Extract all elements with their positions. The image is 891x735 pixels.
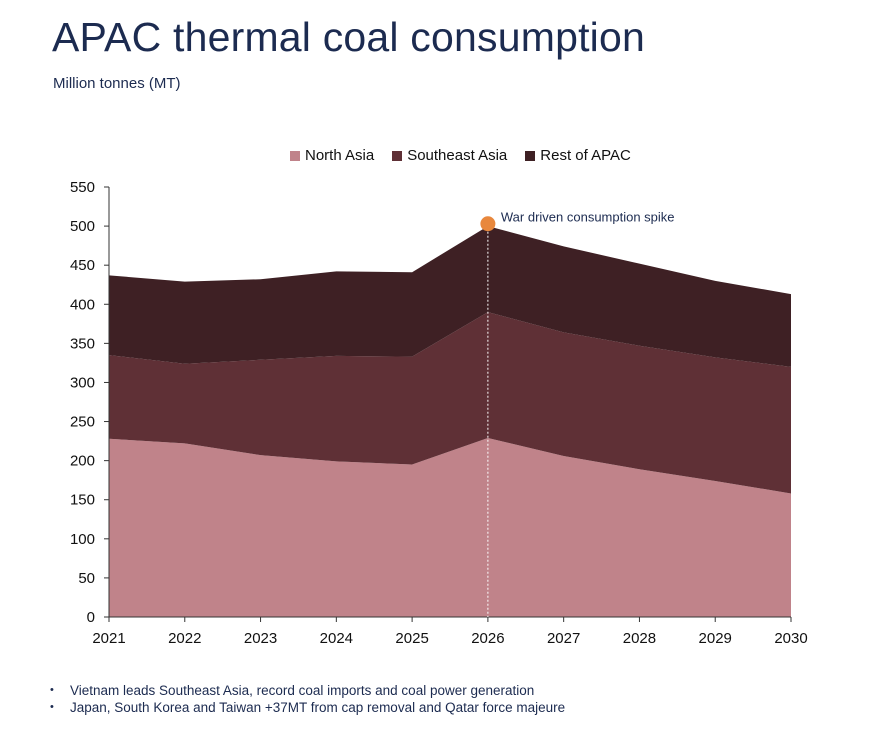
bullet-icon: • [50, 701, 54, 713]
legend-swatch-southeast-asia [392, 150, 403, 161]
area-southeast-asia [109, 312, 791, 494]
x-tick-label: 2022 [168, 630, 201, 647]
x-tick-label: 2030 [774, 630, 807, 647]
legend-item-southeast-asia: Southeast Asia [392, 147, 507, 164]
bullet-icon: • [50, 684, 54, 696]
x-tick-label: 2027 [547, 630, 580, 647]
chart-title: APAC thermal coal consumption [52, 14, 645, 60]
legend-swatch-north-asia [290, 150, 300, 161]
y-tick-label: 500 [70, 218, 95, 235]
legend-item-rest-of-apac: Rest of APAC [525, 147, 631, 164]
legend-label-rest-of-apac: Rest of APAC [540, 147, 631, 164]
annotation-label: War driven consumption spike [501, 210, 675, 225]
y-tick-label: 300 [70, 374, 95, 391]
footnotes: • Vietnam leads Southeast Asia, record c… [50, 682, 565, 716]
y-tick-label: 350 [70, 335, 95, 352]
area-rest-of-apac [109, 226, 791, 367]
chart-areas [109, 226, 791, 617]
footnote-text: Vietnam leads Southeast Asia, record coa… [70, 683, 535, 698]
area-north-asia [109, 437, 791, 617]
x-tick-label: 2024 [320, 630, 353, 647]
y-tick-label: 250 [70, 414, 95, 431]
x-tick-label: 2021 [92, 630, 125, 647]
y-tick-label: 150 [70, 492, 95, 509]
x-tick-label: 2028 [623, 630, 656, 647]
footnote-item: • Vietnam leads Southeast Asia, record c… [50, 682, 565, 699]
chart-annotation: War driven consumption spike [480, 210, 675, 617]
y-tick-label: 0 [87, 609, 95, 626]
footnote-item: • Japan, South Korea and Taiwan +37MT fr… [50, 699, 565, 716]
legend-swatch-rest-of-apac [525, 150, 536, 161]
annotation-marker [480, 216, 496, 232]
y-tick-label: 100 [70, 531, 95, 548]
x-tick-label: 2029 [699, 630, 732, 647]
footnote-text: Japan, South Korea and Taiwan +37MT from… [70, 700, 566, 715]
x-tick-label: 2026 [471, 630, 504, 647]
x-tick-label: 2025 [395, 630, 428, 647]
y-tick-label: 400 [70, 296, 95, 313]
y-tick-label: 50 [78, 570, 95, 587]
chart-axes: 0 50 100 150 200 250 300 350 400 450 500 550 2021 202… [70, 179, 808, 647]
legend-label-southeast-asia: Southeast Asia [407, 147, 508, 164]
y-tick-label: 450 [70, 257, 95, 274]
legend: North Asia Southeast Asia Rest of APAC [290, 147, 631, 164]
y-tick-label: 550 [70, 179, 95, 196]
y-tick-label: 200 [70, 453, 95, 470]
legend-item-north-asia: North Asia [290, 147, 374, 164]
chart-subtitle: Million tonnes (MT) [53, 75, 181, 92]
legend-label-north-asia: North Asia [305, 147, 375, 164]
x-tick-label: 2023 [244, 630, 277, 647]
